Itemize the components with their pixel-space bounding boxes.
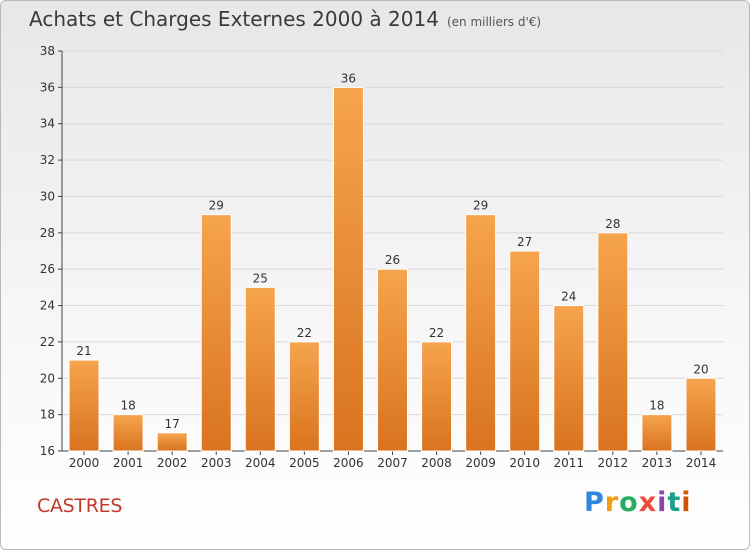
bar	[112, 414, 144, 452]
x-tick-label: 2002	[157, 456, 188, 470]
bar	[553, 305, 585, 452]
y-tick-label: 22	[40, 335, 55, 349]
y-tick-label: 20	[40, 371, 55, 385]
data-label: 28	[605, 217, 620, 231]
bar	[465, 214, 497, 452]
chart-subtitle: (en milliers d'€)	[446, 15, 542, 29]
x-tick-label: 2004	[245, 456, 276, 470]
y-tick-label: 18	[40, 408, 55, 422]
bar	[377, 268, 408, 452]
data-label: 27	[517, 235, 532, 249]
data-label: 17	[165, 417, 180, 431]
brand-letter: x	[638, 487, 658, 518]
bar	[641, 414, 673, 452]
y-tick-label: 24	[40, 299, 55, 313]
x-tick-label: 2009	[465, 456, 496, 470]
brand-letter: P	[584, 487, 605, 518]
labels: 16 18 20 22 24 26 28 30 32 34 36 38 21 2000 18 2001 17 20…	[40, 44, 717, 470]
x-tick-label: 2013	[642, 456, 673, 470]
data-label: 22	[297, 326, 312, 340]
brand-letter: o	[619, 487, 639, 518]
data-label: 29	[209, 199, 224, 213]
bars	[68, 86, 717, 452]
x-tick-label: 2006	[333, 456, 364, 470]
x-tick-label: 2011	[553, 456, 584, 470]
data-label: 22	[429, 326, 444, 340]
data-label: 20	[693, 362, 708, 376]
bar	[288, 341, 320, 452]
x-tick-label: 2010	[509, 456, 540, 470]
y-tick-label: 16	[40, 444, 55, 458]
x-tick-label: 2005	[289, 456, 320, 470]
y-tick-label: 34	[40, 117, 55, 131]
x-tick-label: 2007	[377, 456, 408, 470]
x-tick-label: 2001	[113, 456, 144, 470]
brand-letter: i	[681, 487, 692, 518]
data-label: 29	[473, 199, 488, 213]
data-label: 36	[341, 71, 356, 85]
brand-letter: i	[657, 487, 668, 518]
y-tick-label: 30	[40, 189, 55, 203]
bar	[332, 86, 364, 452]
y-tick-label: 26	[40, 262, 55, 276]
bar	[244, 286, 276, 452]
data-label: 21	[76, 344, 91, 358]
bar	[685, 377, 717, 452]
data-label: 26	[385, 253, 400, 267]
chart-title-text: Achats et Charges Externes 2000 à 2014	[29, 7, 439, 31]
y-tick-label: 38	[40, 44, 55, 58]
proxiti-logo[interactable]: Proxiti	[584, 487, 692, 518]
y-tick-label: 32	[40, 153, 55, 167]
x-tick-label: 2012	[598, 456, 629, 470]
town-name: CASTRES	[37, 495, 123, 517]
bar	[421, 341, 453, 452]
bar	[509, 250, 541, 452]
chart-title: Achats et Charges Externes 2000 à 2014 (e…	[29, 7, 541, 31]
data-label: 18	[120, 399, 135, 413]
x-tick-label: 2003	[201, 456, 232, 470]
data-label: 18	[649, 399, 664, 413]
data-label: 24	[561, 290, 576, 304]
brand-letter: r	[604, 487, 620, 518]
y-tick-label: 28	[40, 226, 55, 240]
brand-letter: t	[667, 487, 682, 518]
bar	[597, 232, 629, 452]
x-tick-label: 2000	[69, 456, 100, 470]
x-tick-label: 2014	[686, 456, 717, 470]
data-label: 25	[253, 271, 268, 285]
y-tick-label: 36	[40, 80, 55, 94]
bar	[68, 359, 100, 452]
bar	[156, 432, 188, 452]
x-tick-label: 2008	[421, 456, 452, 470]
bar	[200, 214, 232, 452]
